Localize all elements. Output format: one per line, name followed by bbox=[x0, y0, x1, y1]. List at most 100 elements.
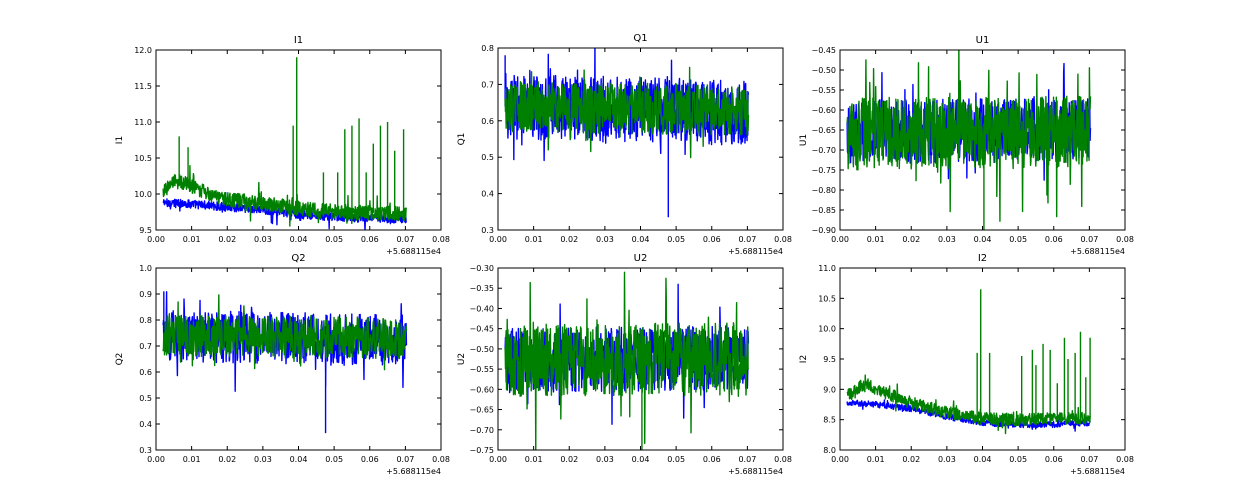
y-tick-label: 0.8 bbox=[481, 44, 494, 53]
y-tick-label: 10.5 bbox=[134, 154, 152, 163]
y-tick-label: 8.0 bbox=[823, 446, 836, 455]
series-line-series2 bbox=[846, 289, 1092, 435]
y-tick-label: 0.5 bbox=[481, 153, 494, 162]
series-line-series1 bbox=[846, 399, 1091, 432]
x-tick-label: 0.03 bbox=[596, 235, 614, 244]
x-tick-label: 0.05 bbox=[1009, 235, 1027, 244]
x-tick-label: 0.08 bbox=[432, 455, 450, 464]
y-tick-label: 0.3 bbox=[139, 446, 152, 455]
x-tick-label: 0.06 bbox=[361, 455, 379, 464]
chart-title: U2 bbox=[634, 253, 648, 264]
subplot-q1: 0.00 0.01 0.02 0.03 0.04 0.05 0.06 0.07 0.08 0.3 0… bbox=[457, 33, 792, 256]
y-tick-label: 0.6 bbox=[481, 117, 494, 126]
x-tick-label: 0.06 bbox=[1045, 455, 1063, 464]
x-tick-label: 0.05 bbox=[325, 455, 343, 464]
x-tick-label: 0.03 bbox=[254, 455, 272, 464]
x-tick-label: 0.02 bbox=[560, 235, 578, 244]
y-tick-label: 0.7 bbox=[481, 80, 494, 89]
y-tick-label: 11.0 bbox=[818, 264, 836, 273]
y-tick-label: −0.65 bbox=[811, 126, 836, 135]
x-tick-label: 0.08 bbox=[432, 235, 450, 244]
x-tick-label: 0.01 bbox=[525, 455, 543, 464]
y-tick-label: −0.30 bbox=[469, 264, 494, 273]
x-tick-label: 0.06 bbox=[703, 455, 721, 464]
x-tick-label: 0.06 bbox=[361, 235, 379, 244]
y-tick-label: 10.0 bbox=[818, 325, 836, 334]
x-tick-label: 0.03 bbox=[938, 455, 956, 464]
y-tick-label: −0.80 bbox=[811, 186, 836, 195]
y-tick-label: −0.75 bbox=[469, 446, 494, 455]
y-tick-label: 9.5 bbox=[139, 226, 152, 235]
x-tick-label: 0.08 bbox=[774, 235, 792, 244]
x-tick-label: 0.01 bbox=[525, 235, 543, 244]
y-tick-label: −0.50 bbox=[469, 345, 494, 354]
x-tick-label: 0.00 bbox=[147, 235, 165, 244]
x-offset-label: +5.688115e4 bbox=[1070, 467, 1125, 476]
y-tick-label: 11.5 bbox=[134, 82, 152, 91]
y-tick-label: −0.60 bbox=[469, 385, 494, 394]
y-tick-label: 10.0 bbox=[134, 190, 152, 199]
y-tick-label: −0.85 bbox=[811, 206, 836, 215]
y-tick-label: −0.70 bbox=[469, 426, 494, 435]
x-tick-label: 0.01 bbox=[183, 235, 201, 244]
x-tick-label: 0.07 bbox=[738, 235, 756, 244]
y-tick-label: 0.6 bbox=[139, 368, 152, 377]
x-tick-label: 0.04 bbox=[290, 455, 308, 464]
y-axis-label: Q1 bbox=[457, 133, 467, 146]
y-tick-label: −0.45 bbox=[469, 325, 494, 334]
x-tick-label: 0.07 bbox=[1080, 235, 1098, 244]
x-tick-label: 0.02 bbox=[902, 235, 920, 244]
x-tick-label: 0.04 bbox=[974, 235, 992, 244]
y-tick-label: −0.55 bbox=[469, 365, 494, 374]
y-tick-label: 1.0 bbox=[139, 264, 152, 273]
x-tick-label: 0.04 bbox=[974, 455, 992, 464]
x-tick-label: 0.07 bbox=[738, 455, 756, 464]
y-axis-label: I1 bbox=[115, 136, 125, 144]
x-tick-label: 0.01 bbox=[867, 235, 885, 244]
y-tick-label: −0.60 bbox=[811, 106, 836, 115]
x-tick-label: 0.00 bbox=[831, 235, 849, 244]
y-tick-label: 0.9 bbox=[139, 290, 152, 299]
y-tick-label: −0.70 bbox=[811, 146, 836, 155]
y-tick-label: −0.90 bbox=[811, 226, 836, 235]
y-tick-label: −0.35 bbox=[469, 284, 494, 293]
x-tick-label: 0.08 bbox=[1116, 235, 1134, 244]
x-tick-label: 0.04 bbox=[632, 235, 650, 244]
y-tick-label: 10.5 bbox=[818, 294, 836, 303]
y-tick-label: 8.5 bbox=[823, 416, 836, 425]
x-tick-label: 0.05 bbox=[1009, 455, 1027, 464]
subplot-u1: 0.00 0.01 0.02 0.03 0.04 0.05 0.06 0.07 0.08 −0.9… bbox=[799, 35, 1134, 256]
x-tick-label: 0.01 bbox=[867, 455, 885, 464]
x-tick-label: 0.06 bbox=[703, 235, 721, 244]
y-tick-label: 9.0 bbox=[823, 385, 836, 394]
subplot-i1: 0.00 0.01 0.02 0.03 0.04 0.05 0.06 0.07 0.08 9.5 1… bbox=[115, 35, 450, 256]
subplot-q2: 0.00 0.01 0.02 0.03 0.04 0.05 0.06 0.07 0.08 0.3 0… bbox=[115, 253, 450, 476]
x-tick-label: 0.04 bbox=[632, 455, 650, 464]
x-tick-label: 0.02 bbox=[560, 455, 578, 464]
chart-title: U1 bbox=[976, 35, 990, 46]
x-tick-label: 0.00 bbox=[489, 455, 507, 464]
y-axis-label: Q2 bbox=[115, 353, 125, 366]
x-offset-label: +5.688115e4 bbox=[386, 467, 441, 476]
y-tick-label: 0.8 bbox=[139, 316, 152, 325]
x-tick-label: 0.08 bbox=[774, 455, 792, 464]
y-tick-label: 0.4 bbox=[481, 190, 494, 199]
chart-title: I2 bbox=[978, 253, 987, 264]
y-tick-label: 12.0 bbox=[134, 46, 152, 55]
x-tick-label: 0.02 bbox=[218, 455, 236, 464]
x-tick-label: 0.03 bbox=[938, 235, 956, 244]
series-line-series2 bbox=[504, 271, 750, 450]
y-tick-label: 0.5 bbox=[139, 394, 152, 403]
subplot-i2: 0.00 0.01 0.02 0.03 0.04 0.05 0.06 0.07 0.08 8.0 8… bbox=[799, 253, 1134, 476]
y-tick-label: −0.65 bbox=[469, 406, 494, 415]
y-tick-label: −0.75 bbox=[811, 166, 836, 175]
y-tick-label: −0.55 bbox=[811, 86, 836, 95]
x-tick-label: 0.00 bbox=[831, 455, 849, 464]
x-tick-label: 0.03 bbox=[254, 235, 272, 244]
x-tick-label: 0.08 bbox=[1116, 455, 1134, 464]
series-line-series2 bbox=[162, 294, 408, 371]
x-offset-label: +5.688115e4 bbox=[728, 467, 783, 476]
x-tick-label: 0.01 bbox=[183, 455, 201, 464]
x-tick-label: 0.05 bbox=[667, 235, 685, 244]
